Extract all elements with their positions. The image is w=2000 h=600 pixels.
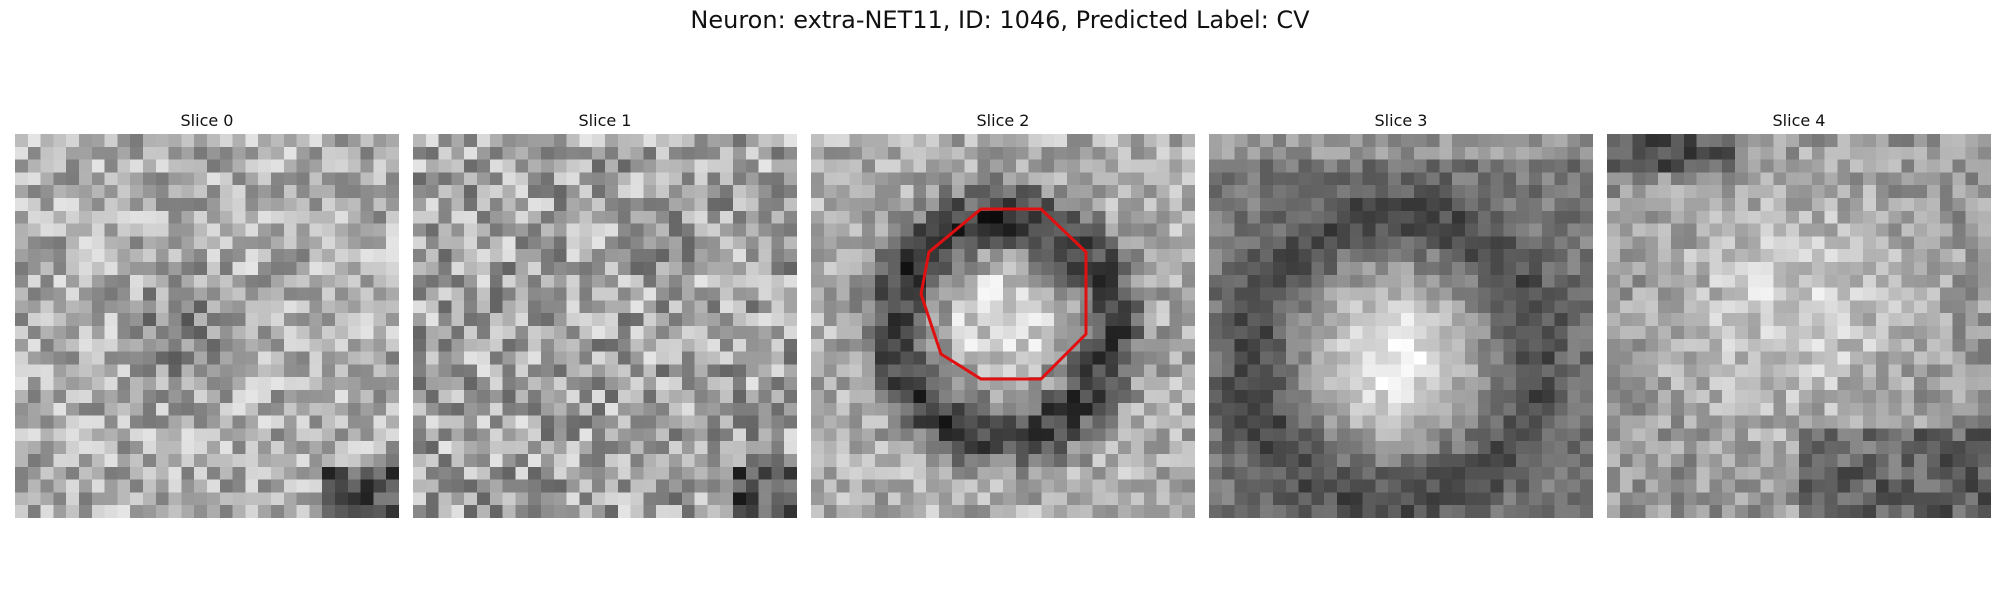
slice-panel-2: Slice 2 <box>811 108 1195 518</box>
slice-panel-4: Slice 4 <box>1607 108 1991 518</box>
slice-title: Slice 0 <box>180 111 234 130</box>
slice-title: Slice 4 <box>1772 111 1826 130</box>
slice-panel-3: Slice 3 <box>1209 108 1593 518</box>
slice-image <box>413 134 797 518</box>
figure-title: Neuron: extra-NET11, ID: 1046, Predicted… <box>690 6 1310 34</box>
slice-image <box>1209 134 1593 518</box>
slice-panel-0: Slice 0 <box>15 108 399 518</box>
slice-image <box>15 134 399 518</box>
slice-title: Slice 3 <box>1374 111 1428 130</box>
slice-panel-1: Slice 1 <box>413 108 797 518</box>
slice-title: Slice 1 <box>578 111 632 130</box>
slice-image <box>1607 134 1991 518</box>
slice-image <box>811 134 1195 518</box>
slice-title: Slice 2 <box>976 111 1030 130</box>
